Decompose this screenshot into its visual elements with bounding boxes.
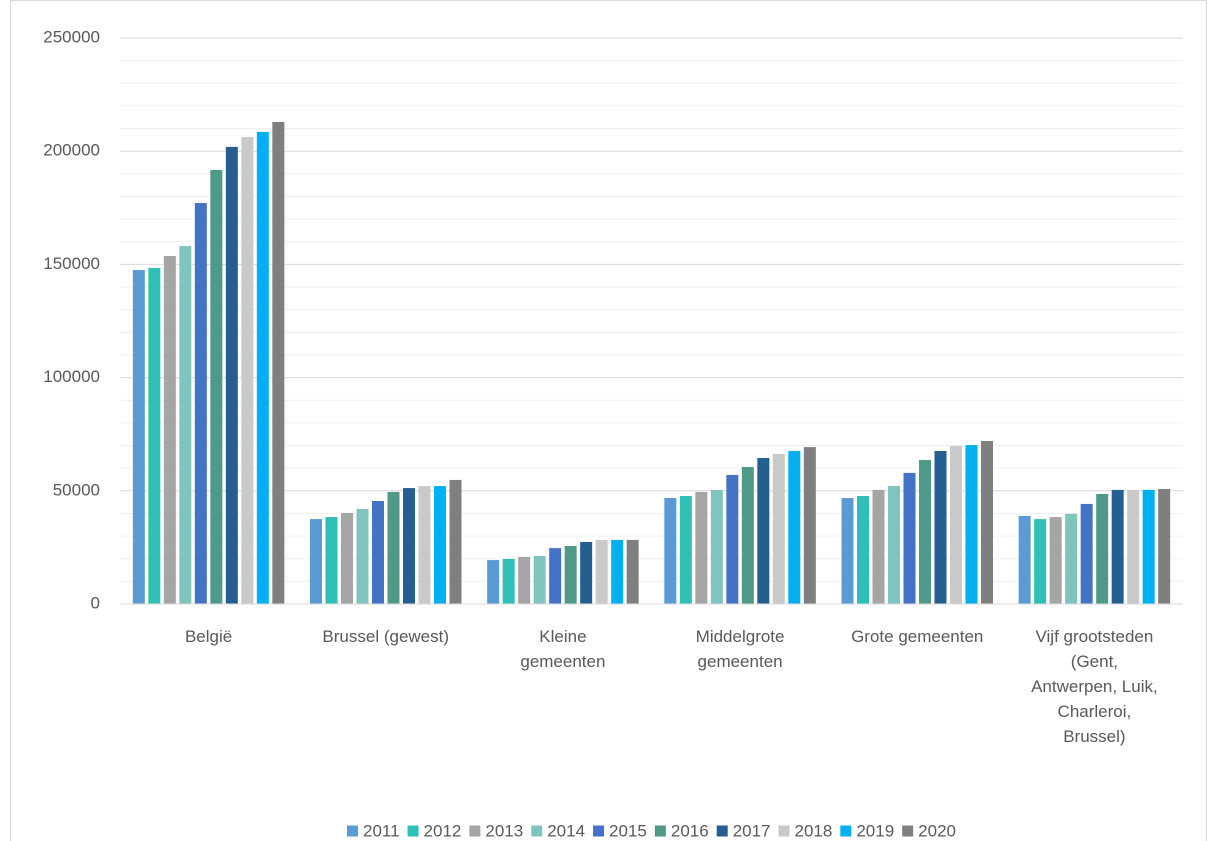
- x-tick-label: Kleine gemeenten: [520, 627, 606, 671]
- legend-label: 2019: [856, 821, 894, 840]
- bar: [950, 445, 962, 604]
- bar: [549, 548, 562, 604]
- bar: [1080, 503, 1093, 604]
- bar: [857, 496, 869, 604]
- bar: [981, 440, 993, 604]
- bar: [934, 450, 947, 604]
- bar: [903, 472, 916, 604]
- bar: [341, 512, 353, 604]
- x-tick-label: Middelgrote gemeenten: [695, 627, 785, 671]
- bar: [310, 519, 322, 604]
- legend-swatch: [654, 825, 666, 837]
- bar: [272, 121, 285, 605]
- legend-swatch: [407, 825, 419, 837]
- legend-label: 2011: [363, 821, 400, 840]
- bar: [1111, 489, 1124, 604]
- legend-label: 2013: [485, 821, 523, 840]
- y-tick-label: 50000: [53, 480, 100, 499]
- bar: [1158, 488, 1171, 604]
- y-tick-label: 0: [91, 593, 100, 612]
- x-tick-label: België: [184, 627, 233, 646]
- bar: [1049, 517, 1062, 604]
- bar: [965, 445, 978, 604]
- bar: [163, 256, 176, 604]
- bar: [434, 486, 446, 604]
- legend-swatch: [469, 825, 481, 837]
- legend-swatch: [902, 825, 914, 837]
- bar: [664, 498, 677, 604]
- bar: [1065, 513, 1078, 604]
- legend-label: 2015: [609, 821, 647, 840]
- legend-swatch: [531, 825, 543, 837]
- legend-swatch: [593, 825, 605, 837]
- bar: [256, 131, 269, 604]
- bar: [710, 489, 723, 604]
- bar: [179, 246, 192, 605]
- bar: [679, 496, 692, 604]
- bar: [487, 560, 500, 604]
- bar: [372, 500, 384, 604]
- bar: [803, 447, 816, 604]
- bar: [533, 556, 546, 604]
- y-tick-label: 250000: [43, 27, 100, 46]
- bar: [772, 453, 785, 604]
- bar: [132, 270, 145, 604]
- bar: [888, 486, 900, 604]
- y-tick-label: 200000: [43, 141, 100, 160]
- x-tick-label: Grote gemeenten: [851, 627, 984, 646]
- bar: [325, 517, 338, 604]
- bar: [518, 556, 531, 604]
- bar: [403, 488, 415, 604]
- legend-label: 2014: [547, 821, 585, 840]
- legend-label: 2018: [795, 821, 833, 840]
- bar: [356, 508, 369, 604]
- legend-label: 2016: [671, 821, 709, 840]
- bar: [726, 474, 739, 604]
- bar: [148, 268, 161, 604]
- bar: [1096, 493, 1109, 604]
- bar: [1018, 515, 1031, 604]
- bar: [757, 457, 770, 604]
- bar: [564, 546, 577, 604]
- x-tick-label: Brussel (gewest): [322, 627, 450, 646]
- bar: [595, 539, 608, 604]
- x-tick-label: Vijf grootsteden (Gent, Antwerpen, Luik,…: [1031, 627, 1158, 746]
- bar: [919, 460, 931, 604]
- bar: [741, 467, 754, 604]
- bar: [387, 491, 400, 604]
- y-tick-label: 100000: [43, 367, 100, 386]
- chart-border: [10, 0, 1207, 841]
- legend-swatch: [716, 825, 728, 837]
- bar: [1142, 489, 1155, 604]
- bar: [841, 498, 854, 604]
- bar: [241, 136, 254, 604]
- bar: [194, 203, 207, 604]
- bar: [872, 489, 885, 604]
- bar: [695, 491, 708, 604]
- bar: [210, 169, 223, 604]
- legend-swatch: [840, 825, 852, 837]
- bar: [502, 558, 515, 604]
- bar: [788, 450, 801, 604]
- bar: [449, 479, 462, 604]
- bar: [418, 486, 431, 604]
- bar: [225, 146, 238, 604]
- legend-swatch: [778, 825, 790, 837]
- bar: [626, 539, 639, 604]
- bar: [1127, 489, 1140, 604]
- legend-label: 2020: [918, 821, 956, 840]
- bar: [1034, 519, 1047, 604]
- y-tick-label: 150000: [43, 254, 100, 273]
- legend-label: 2012: [424, 821, 462, 840]
- bar: [611, 539, 624, 604]
- legend-label: 2017: [733, 821, 771, 840]
- bar: [580, 541, 593, 604]
- legend-swatch: [346, 825, 358, 837]
